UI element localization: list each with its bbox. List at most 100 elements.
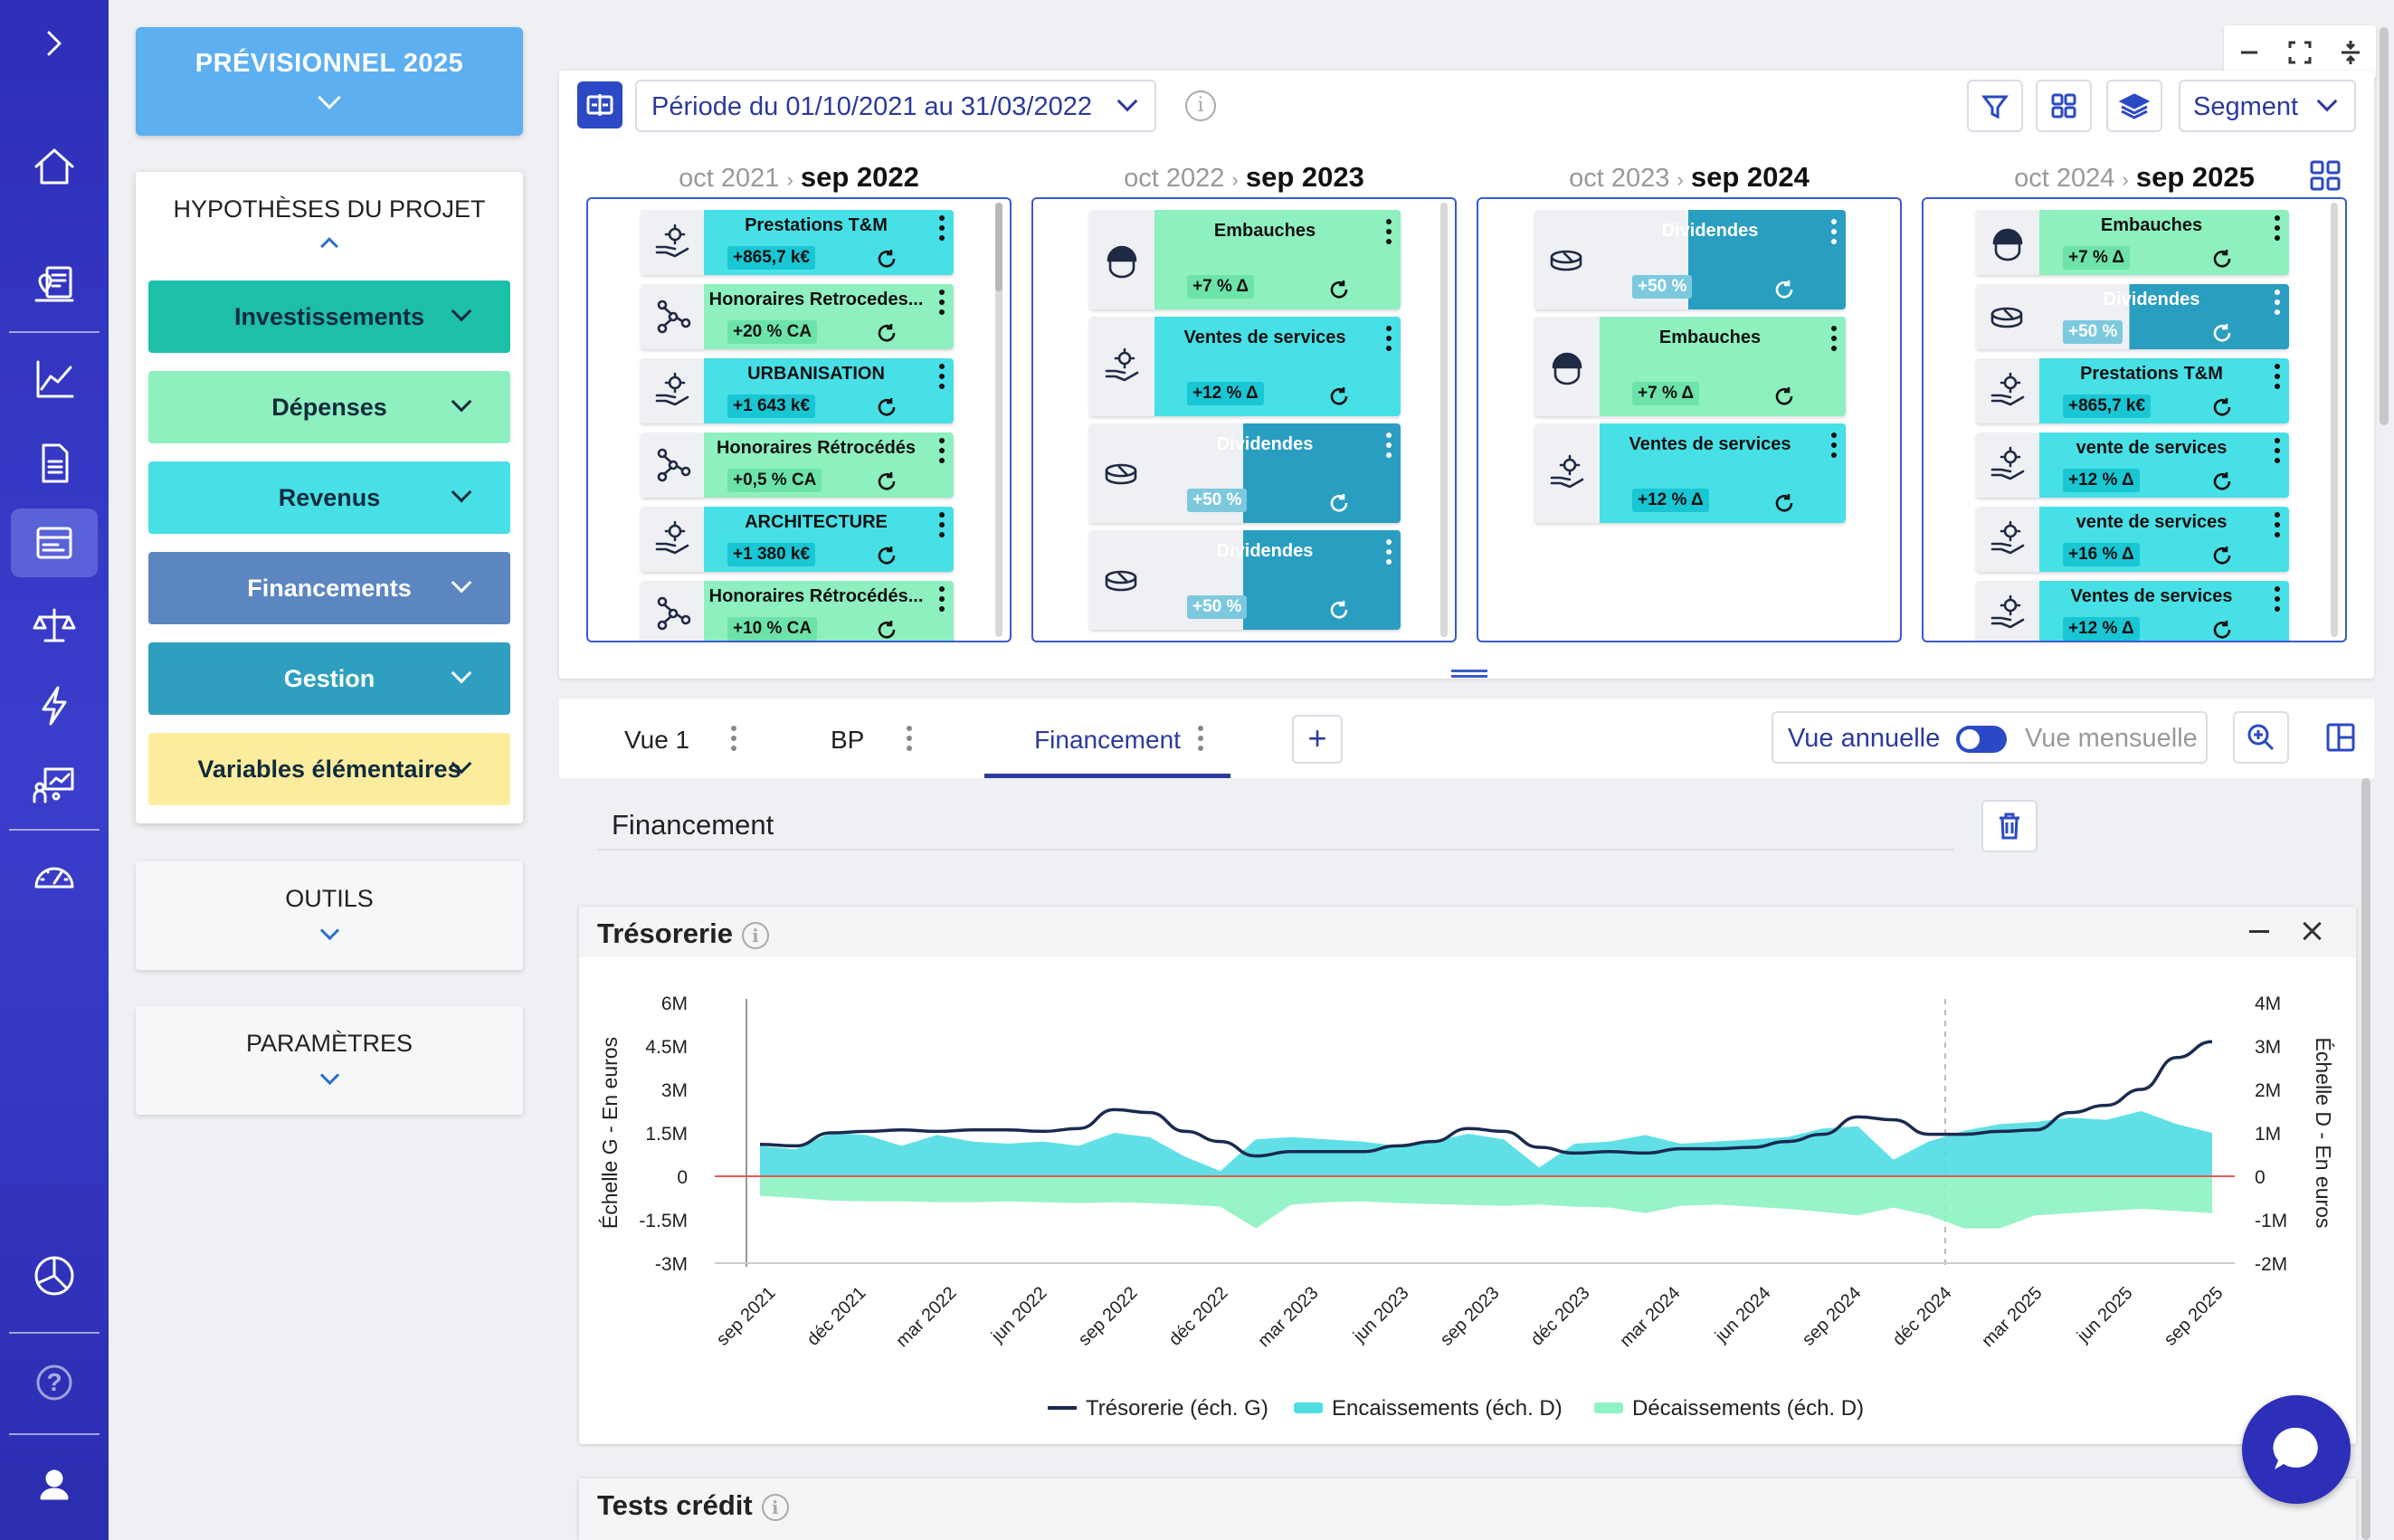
hyp-button-0[interactable]: Investissements xyxy=(148,280,510,353)
refresh-icon[interactable] xyxy=(2211,396,2233,418)
measure-card[interactable]: URBANISATION +1 643 k€ xyxy=(641,358,954,423)
hyp-button-2[interactable]: Revenus xyxy=(148,461,510,534)
measure-card[interactable]: Honoraires Retrocedes... +20 % CA xyxy=(641,284,954,349)
scrollbar[interactable] xyxy=(1440,203,1448,637)
refresh-icon[interactable] xyxy=(1328,279,1350,300)
card-menu-icon[interactable] xyxy=(939,290,945,319)
measure-card[interactable]: ARCHITECTURE +1 380 k€ xyxy=(641,507,954,572)
scrollbar[interactable] xyxy=(2331,203,2338,637)
view-annual-label[interactable]: Vue annuelle xyxy=(1788,724,1941,753)
lightning-icon[interactable] xyxy=(11,671,98,740)
refresh-icon[interactable] xyxy=(1328,492,1350,514)
measure-card[interactable]: Dividendes +50 % xyxy=(1976,284,2289,349)
card-menu-icon[interactable] xyxy=(2275,364,2280,394)
view-toggle[interactable]: Vue annuelle Vue mensuelle xyxy=(1772,711,2208,764)
measure-card[interactable]: Prestations T&M +865,7 k€ xyxy=(1976,358,2289,423)
card-menu-icon[interactable] xyxy=(939,512,945,542)
scrollbar[interactable] xyxy=(2361,778,2370,1540)
card-menu-icon[interactable] xyxy=(1831,326,1837,356)
refresh-icon[interactable] xyxy=(2211,322,2233,344)
measure-card[interactable]: Embauches +7 % Δ xyxy=(1534,317,1846,416)
add-tab-button[interactable]: + xyxy=(1292,715,1343,764)
chevron-right-icon[interactable] xyxy=(11,9,98,78)
filter-icon[interactable] xyxy=(1967,80,2023,132)
card-menu-icon[interactable] xyxy=(1831,433,1837,462)
measure-card[interactable]: Embauches +7 % Δ xyxy=(1976,210,2289,275)
card-menu-icon[interactable] xyxy=(2275,438,2280,468)
previsionnel-selector[interactable]: PRÉVISIONNEL 2025 xyxy=(136,27,523,136)
gauge-icon[interactable] xyxy=(11,843,98,912)
compare-icon[interactable] xyxy=(577,81,622,128)
tab-menu-icon[interactable] xyxy=(731,726,736,756)
grid-view-icon[interactable] xyxy=(2036,80,2092,132)
zoom-icon[interactable] xyxy=(2233,711,2289,764)
scrollbar[interactable] xyxy=(995,203,1002,637)
refresh-icon[interactable] xyxy=(2211,471,2233,492)
measure-card[interactable]: Ventes de services +12 % Δ xyxy=(1534,423,1846,523)
card-menu-icon[interactable] xyxy=(939,438,945,468)
outils-card[interactable]: OUTILS xyxy=(136,861,523,970)
card-menu-icon[interactable] xyxy=(1386,433,1392,462)
layers-icon[interactable] xyxy=(2106,80,2162,132)
refresh-icon[interactable] xyxy=(1328,599,1350,621)
tab-financement[interactable]: Financement xyxy=(984,699,1230,778)
tab-menu-icon[interactable] xyxy=(907,726,912,756)
pie-chart-icon[interactable] xyxy=(11,1241,98,1310)
hyp-button-4[interactable]: Gestion xyxy=(148,642,510,715)
card-menu-icon[interactable] xyxy=(1386,326,1392,356)
home-icon[interactable] xyxy=(11,132,98,201)
map-report-icon[interactable] xyxy=(11,250,98,318)
info-icon[interactable]: i xyxy=(761,1493,789,1521)
fullscreen-icon[interactable] xyxy=(2286,39,2313,66)
refresh-icon[interactable] xyxy=(2211,545,2233,566)
measure-card[interactable]: Ventes de services +12 % Δ xyxy=(1089,317,1401,416)
layout-icon[interactable] xyxy=(2313,711,2369,764)
resize-handle[interactable] xyxy=(1451,670,1487,679)
card-menu-icon[interactable] xyxy=(2275,512,2280,542)
measure-card[interactable]: Honoraires Rétrocédés +0,5 % CA xyxy=(641,433,954,498)
measure-card[interactable]: Honoraires Rétrocédés... +10 % CA xyxy=(641,581,954,641)
document-icon[interactable] xyxy=(11,429,98,498)
minimize-icon[interactable] xyxy=(2236,39,2263,66)
refresh-icon[interactable] xyxy=(1773,279,1795,300)
measure-card[interactable]: Dividendes +50 % xyxy=(1534,210,1846,309)
tab-menu-icon[interactable] xyxy=(1198,726,1203,756)
measure-card[interactable]: vente de services +16 % Δ xyxy=(1976,507,2289,572)
refresh-icon[interactable] xyxy=(876,322,898,344)
measure-card[interactable]: Embauches +7 % Δ xyxy=(1089,210,1401,309)
scrollbar-thumb[interactable] xyxy=(995,203,1002,291)
info-icon[interactable]: i xyxy=(741,921,769,949)
card-menu-icon[interactable] xyxy=(1831,219,1837,249)
card-icon[interactable] xyxy=(11,509,98,577)
measure-card[interactable]: Dividendes +50 % xyxy=(1089,530,1401,630)
card-menu-icon[interactable] xyxy=(1386,219,1392,249)
trash-icon[interactable] xyxy=(1981,800,2038,852)
minimize-icon[interactable] xyxy=(2249,930,2269,933)
tab-vue-1[interactable]: Vue 1 xyxy=(624,699,715,778)
measure-card[interactable]: Dividendes +50 % xyxy=(1089,423,1401,523)
refresh-icon[interactable] xyxy=(1773,492,1795,514)
card-menu-icon[interactable] xyxy=(2275,290,2280,319)
balance-icon[interactable] xyxy=(11,592,98,661)
collapse-icon[interactable] xyxy=(2337,39,2364,66)
refresh-icon[interactable] xyxy=(876,545,898,566)
refresh-icon[interactable] xyxy=(2211,619,2233,641)
hyp-button-1[interactable]: Dépenses xyxy=(148,371,510,443)
scrollbar[interactable] xyxy=(2380,27,2389,425)
refresh-icon[interactable] xyxy=(2211,248,2233,270)
card-menu-icon[interactable] xyxy=(939,586,945,616)
period-select[interactable]: Période du 01/10/2021 au 31/03/2022 xyxy=(635,80,1156,132)
chevron-up-icon[interactable] xyxy=(320,237,338,255)
card-menu-icon[interactable] xyxy=(1386,539,1392,569)
hyp-button-5[interactable]: Variables élémentaires xyxy=(148,733,510,805)
info-icon[interactable]: i xyxy=(1185,90,1216,121)
measure-card[interactable]: vente de services +12 % Δ xyxy=(1976,433,2289,498)
refresh-icon[interactable] xyxy=(876,471,898,492)
refresh-icon[interactable] xyxy=(876,619,898,641)
view-monthly-label[interactable]: Vue mensuelle xyxy=(2025,724,2198,753)
segment-select[interactable]: Segment xyxy=(2179,80,2356,132)
chat-icon[interactable] xyxy=(2242,1395,2351,1504)
tab-bp[interactable]: BP xyxy=(831,699,885,778)
refresh-icon[interactable] xyxy=(1328,385,1350,407)
help-icon[interactable]: ? xyxy=(11,1348,98,1417)
